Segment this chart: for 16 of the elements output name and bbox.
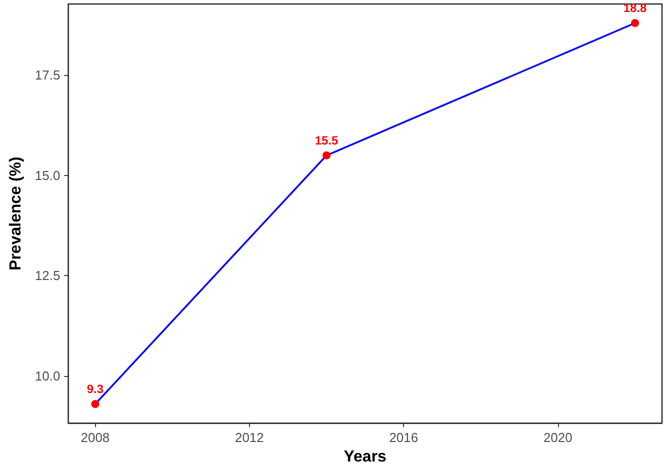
x-tick-label: 2016	[389, 430, 418, 446]
x-tick-label: 2008	[80, 430, 110, 446]
x-tick-label: 2020	[543, 430, 572, 446]
y-axis-title: Prevalence (%)	[8, 156, 24, 270]
data-label: 9.3	[86, 382, 104, 396]
y-tick-label: 12.5	[34, 268, 60, 284]
point	[91, 400, 100, 408]
point	[322, 151, 331, 160]
y-tick-label: 10.0	[34, 368, 60, 384]
y-tick-label: 17.5	[34, 68, 60, 83]
y-tick-label: 15.0	[34, 168, 60, 183]
point	[631, 19, 640, 28]
x-axis-title: Years	[344, 448, 387, 466]
data-label: 18.8	[623, 1, 648, 16]
data-label: 15.5	[314, 133, 339, 148]
x-tick-label: 2012	[234, 430, 264, 446]
